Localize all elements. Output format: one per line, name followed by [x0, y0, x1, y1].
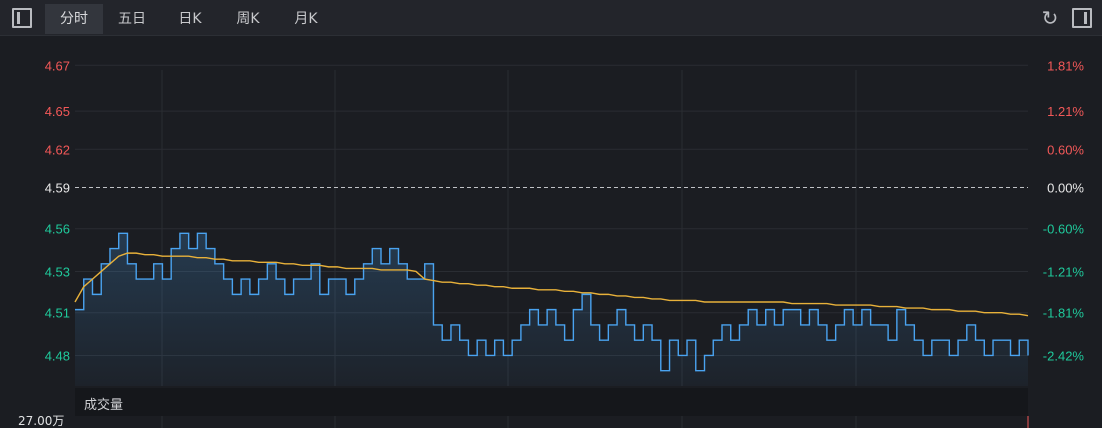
tab-3[interactable]: 周K [236, 11, 260, 27]
price-tick-label: 4.65 [45, 104, 70, 119]
panel-toggle-icon[interactable] [12, 8, 32, 28]
pct-tick-label: 0.60% [1047, 142, 1084, 157]
price-tick-label: 4.51 [45, 306, 70, 321]
price-tick-label: 4.48 [45, 348, 70, 363]
tab-1[interactable]: 五日 [118, 11, 146, 27]
tab-4[interactable]: 月K [294, 11, 318, 27]
refresh-icon[interactable]: ↻ [1041, 6, 1059, 30]
average-line [74, 252, 1029, 317]
pct-tick-label: -1.21% [1043, 264, 1085, 279]
volume-max-label: 27.00万 [18, 414, 65, 428]
price-tick-label: 4.56 [45, 222, 70, 237]
price-line [75, 232, 1029, 372]
price-tick-label: 4.67 [45, 58, 70, 73]
pct-tick-label: -0.60% [1043, 222, 1085, 237]
price-tick-label: 4.62 [45, 142, 70, 157]
price-tick-label: 4.53 [45, 264, 70, 279]
pct-tick-label: 1.81% [1047, 58, 1084, 73]
volume-header-bar [75, 388, 1028, 416]
pct-tick-label: -2.42% [1043, 348, 1085, 363]
panel-toggle-icon[interactable] [1072, 8, 1092, 28]
price-tick-label: 4.59 [45, 180, 70, 195]
pct-tick-label: 1.21% [1047, 104, 1084, 119]
volume-title: 成交量 [84, 398, 124, 413]
chart-toolbar: 分时 五日 日K 周K 月K ↻ [0, 0, 1102, 36]
tab-0[interactable]: 分时 [45, 4, 103, 34]
pct-tick-label: -1.81% [1043, 306, 1085, 321]
tab-2[interactable]: 日K [178, 11, 202, 27]
pct-tick-label: 0.00% [1047, 180, 1084, 195]
